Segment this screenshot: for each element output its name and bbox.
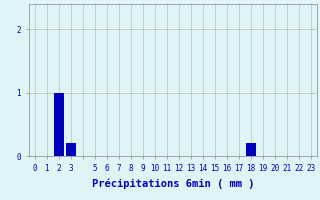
Bar	[54, 93, 64, 156]
Bar	[66, 143, 76, 156]
X-axis label: Précipitations 6min ( mm ): Précipitations 6min ( mm )	[92, 178, 254, 189]
Bar	[246, 143, 256, 156]
